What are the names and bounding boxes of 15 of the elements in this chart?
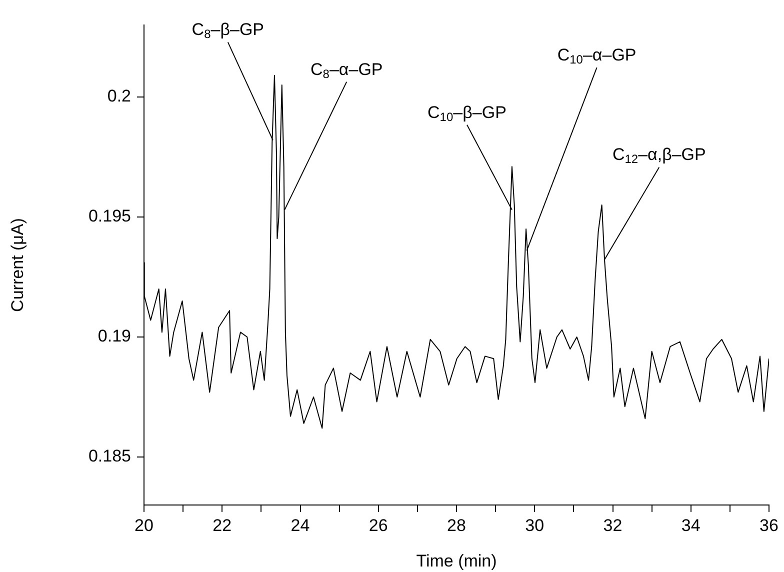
x-tick-label: 34 bbox=[681, 516, 700, 535]
y-tick-label: 0.19 bbox=[98, 326, 131, 346]
y-tick-label: 0.195 bbox=[88, 206, 131, 226]
x-tick-label: 28 bbox=[447, 516, 466, 535]
x-tick-label: 26 bbox=[368, 516, 388, 535]
x-tick-label: 30 bbox=[525, 516, 544, 535]
x-tick-label: 32 bbox=[603, 516, 622, 535]
y-tick-label: 0.185 bbox=[88, 446, 131, 466]
x-axis-title: Time (min) bbox=[416, 551, 497, 570]
x-tick-label: 22 bbox=[212, 516, 232, 535]
y-axis-title: Current (μA) bbox=[8, 218, 27, 312]
x-tick-label: 24 bbox=[290, 516, 310, 535]
y-tick-label: 0.2 bbox=[107, 86, 131, 106]
x-tick-label: 20 bbox=[134, 516, 154, 535]
x-tick-label: 36 bbox=[760, 516, 778, 535]
